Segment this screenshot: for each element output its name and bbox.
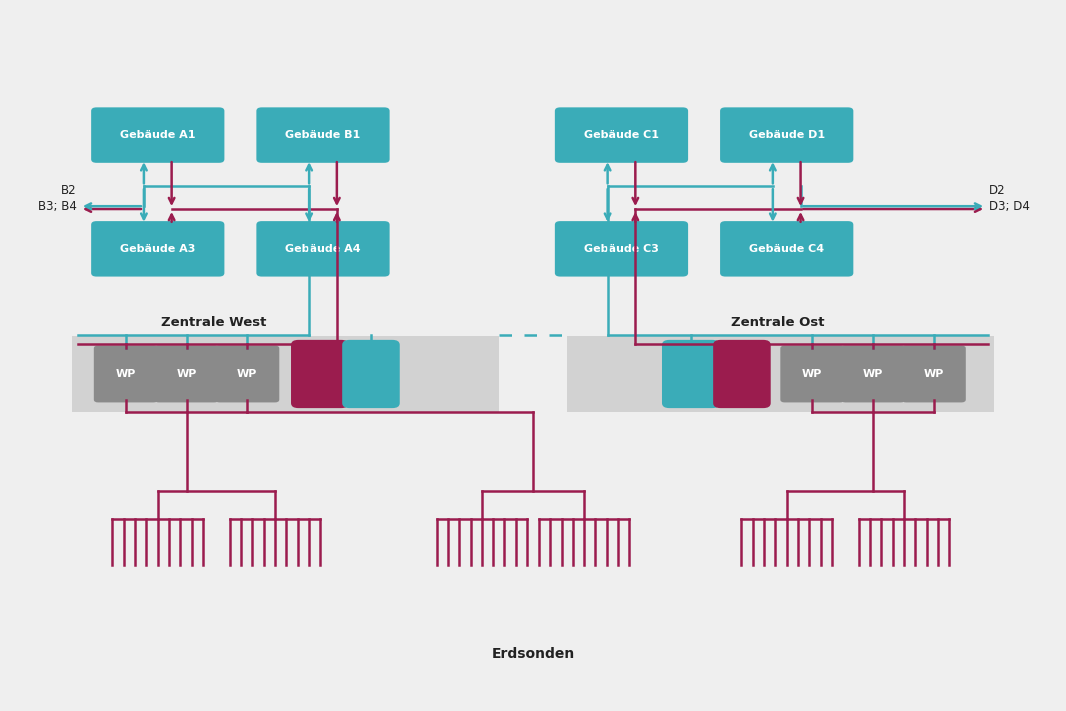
FancyBboxPatch shape [554,221,689,277]
FancyBboxPatch shape [721,221,853,277]
Text: B2: B2 [61,184,77,197]
FancyBboxPatch shape [713,340,771,408]
FancyBboxPatch shape [256,221,390,277]
FancyBboxPatch shape [256,107,390,163]
FancyBboxPatch shape [291,340,349,408]
FancyBboxPatch shape [780,346,844,402]
Text: Gebäude B1: Gebäude B1 [286,130,360,140]
FancyBboxPatch shape [554,107,689,163]
Text: Gebäude A3: Gebäude A3 [120,244,195,254]
Text: Gebäude C1: Gebäude C1 [584,130,659,140]
FancyBboxPatch shape [91,221,224,277]
Text: Gebäude C3: Gebäude C3 [584,244,659,254]
Text: B3; B4: B3; B4 [38,200,77,213]
Text: Zentrale Ost: Zentrale Ost [731,316,825,329]
Text: Zentrale West: Zentrale West [161,316,265,329]
Bar [567,336,994,412]
Text: WP: WP [862,369,884,379]
Text: WP: WP [115,369,136,379]
Text: Gebäude A1: Gebäude A1 [120,130,195,140]
Text: Erdsonden: Erdsonden [491,647,575,661]
Text: Gebäude A4: Gebäude A4 [286,244,360,254]
FancyBboxPatch shape [215,346,279,402]
Text: WP: WP [176,369,197,379]
Text: Gebäude D1: Gebäude D1 [748,130,825,140]
Text: D3; D4: D3; D4 [989,200,1030,213]
FancyBboxPatch shape [662,340,720,408]
Text: WP: WP [237,369,258,379]
FancyBboxPatch shape [342,340,400,408]
FancyBboxPatch shape [841,346,905,402]
FancyBboxPatch shape [155,346,219,402]
Text: WP: WP [923,369,944,379]
FancyBboxPatch shape [902,346,966,402]
FancyBboxPatch shape [94,346,158,402]
Bar [72,336,499,412]
FancyBboxPatch shape [91,107,224,163]
Text: WP: WP [802,369,823,379]
Text: Gebäude C4: Gebäude C4 [749,244,824,254]
Text: D2: D2 [989,184,1006,197]
FancyBboxPatch shape [721,107,853,163]
